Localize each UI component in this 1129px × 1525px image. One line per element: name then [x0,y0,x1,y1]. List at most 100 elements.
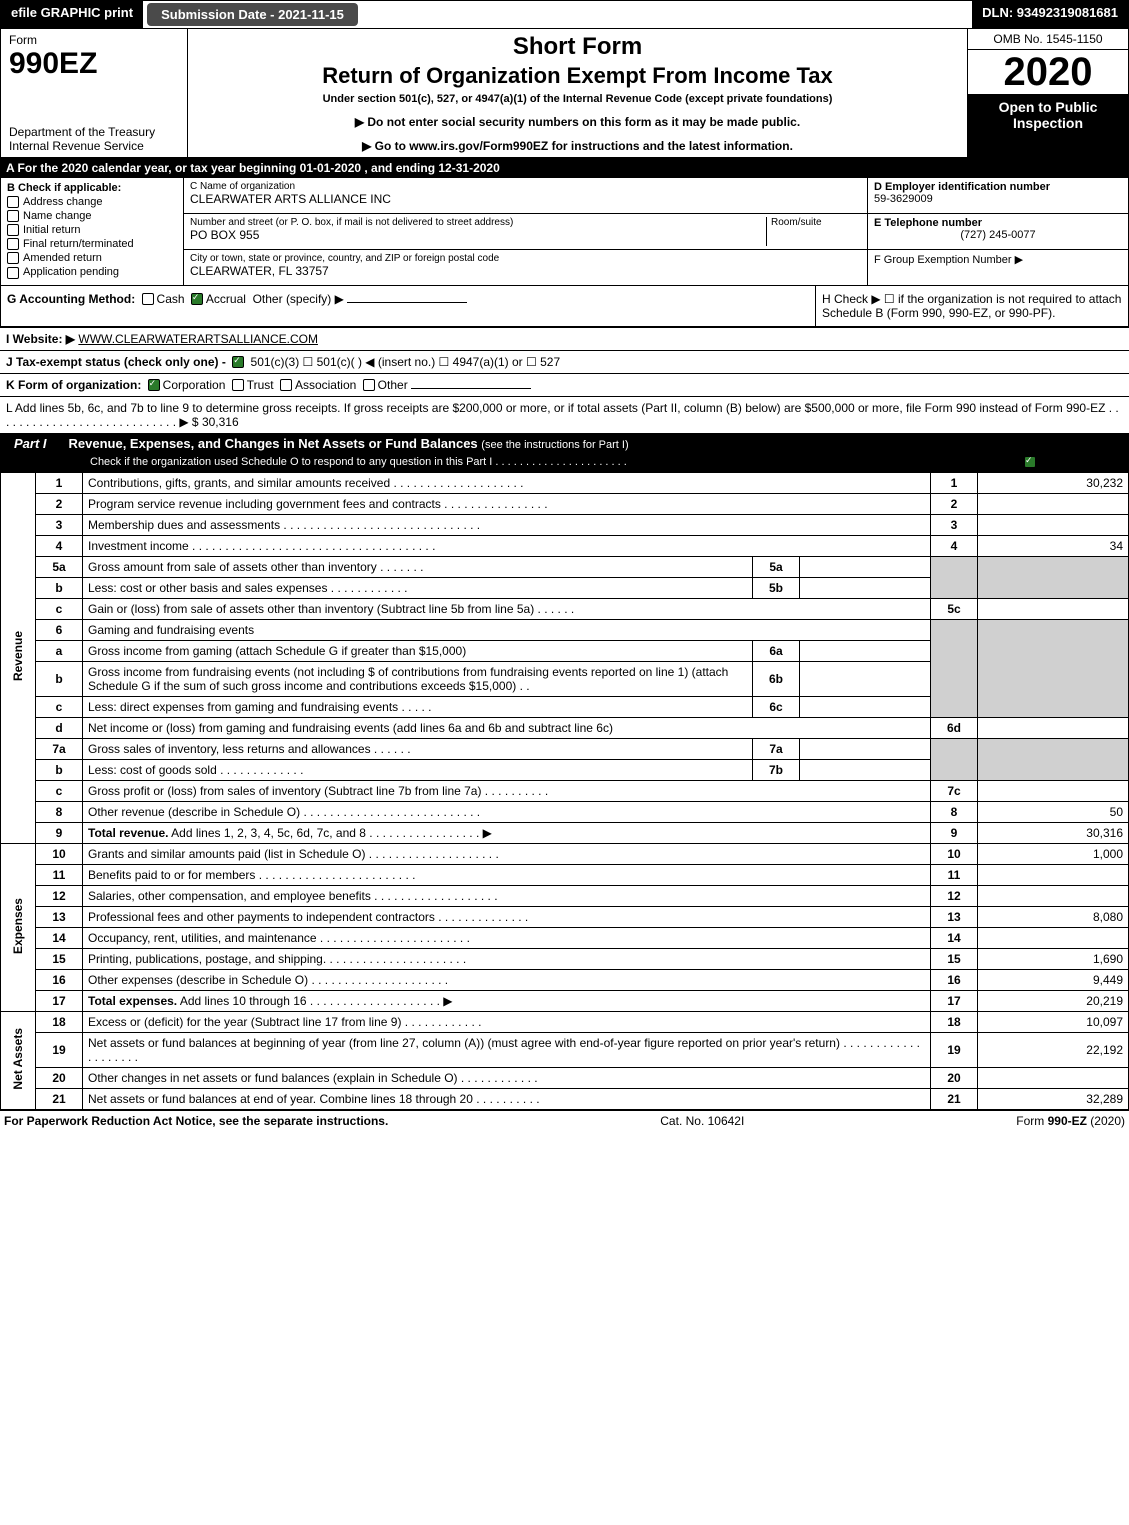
line-5a: 5a Gross amount from sale of assets othe… [1,556,1129,577]
line-8: 8 Other revenue (describe in Schedule O)… [1,801,1129,822]
chk-accrual[interactable] [191,293,203,305]
line-19: 19 Net assets or fund balances at beginn… [1,1032,1129,1067]
group-exemption-label: F Group Exemption Number ▶ [874,253,1122,266]
org-addr-row: Number and street (or P. O. box, if mail… [184,214,867,250]
efile-link[interactable]: efile GRAPHIC print [1,1,143,28]
section-c: C Name of organization CLEARWATER ARTS A… [184,178,868,285]
org-city-label: City or town, state or province, country… [190,253,861,264]
part1-label: Part I [0,433,61,454]
line-2: 2 Program service revenue including gove… [1,493,1129,514]
org-city-value: CLEARWATER, FL 33757 [190,264,861,278]
line-18: Net Assets 18 Excess or (deficit) for th… [1,1011,1129,1032]
l-text: L Add lines 5b, 6c, and 7b to line 9 to … [6,401,1119,429]
section-b: B Check if applicable: Address change Na… [1,178,184,285]
chk-application-pending[interactable]: Application pending [7,266,177,278]
row-a-tax-year: A For the 2020 calendar year, or tax yea… [0,158,1129,178]
section-l: L Add lines 5b, 6c, and 7b to line 9 to … [0,396,1129,433]
page-footer: For Paperwork Reduction Act Notice, see … [0,1110,1129,1131]
k-label: K Form of organization: [6,378,141,392]
dln: DLN: 93492319081681 [972,1,1128,28]
chk-name-change[interactable]: Name change [7,210,177,222]
title-return: Return of Organization Exempt From Incom… [196,63,959,89]
line-4: 4 Investment income . . . . . . . . . . … [1,535,1129,556]
cat-no: Cat. No. 10642I [388,1114,1016,1128]
instructions-link-line: ▶ Go to www.irs.gov/Form990EZ for instru… [196,139,959,153]
ein-label: D Employer identification number [874,181,1122,193]
header-right: OMB No. 1545-1150 2020 Open to Public In… [968,29,1128,157]
amt-4: 34 [978,535,1129,556]
org-city-row: City or town, state or province, country… [184,250,867,285]
part1-header: Part I Revenue, Expenses, and Changes in… [0,433,1129,454]
amt-17: 20,219 [978,990,1129,1011]
amt-3 [978,514,1129,535]
section-h: H Check ▶ ☐ if the organization is not r… [815,286,1128,326]
top-bar: efile GRAPHIC print Submission Date - 20… [0,0,1129,29]
org-name-row: C Name of organization CLEARWATER ARTS A… [184,178,867,214]
line-7c: c Gross profit or (loss) from sales of i… [1,780,1129,801]
website-label: I Website: ▶ [6,332,75,346]
line-3: 3 Membership dues and assessments . . . … [1,514,1129,535]
side-revenue: Revenue [1,472,36,843]
line-10: Expenses 10 Grants and similar amounts p… [1,843,1129,864]
open-public-inspection: Open to Public Inspection [968,95,1128,157]
section-b-heading: B Check if applicable: [7,182,177,194]
amt-9: 30,316 [978,822,1129,843]
website-value[interactable]: WWW.CLEARWATERARTSALLIANCE.COM [78,332,318,346]
section-gh: G Accounting Method: Cash Accrual Other … [0,286,1129,327]
line-5c: c Gain or (loss) from sale of assets oth… [1,598,1129,619]
amt-6d [978,717,1129,738]
org-addr-label: Number and street (or P. O. box, if mail… [190,217,766,228]
chk-association[interactable] [280,379,292,391]
tel-row: E Telephone number (727) 245-0077 [868,214,1128,250]
header-left: Form 990EZ Department of the Treasury In… [1,29,188,157]
section-g: G Accounting Method: Cash Accrual Other … [1,286,815,326]
form-number: 990EZ [9,47,179,81]
section-j: J Tax-exempt status (check only one) - 5… [0,350,1129,373]
amt-19: 22,192 [978,1032,1129,1067]
section-k: K Form of organization: Corporation Trus… [0,373,1129,396]
inst-pre: ▶ Go to [362,139,409,153]
chk-trust[interactable] [232,379,244,391]
amt-12 [978,885,1129,906]
side-expenses: Expenses [1,843,36,1011]
chk-other[interactable] [363,379,375,391]
spacer [362,1,972,28]
amt-7c [978,780,1129,801]
org-addr-value: PO BOX 955 [190,228,766,242]
g-label: G Accounting Method: [7,292,135,306]
submission-date: Submission Date - 2021-11-15 [147,3,358,26]
irs-link[interactable]: www.irs.gov/Form990EZ [409,139,548,153]
line-6d: d Net income or (loss) from gaming and f… [1,717,1129,738]
amt-13: 8,080 [978,906,1129,927]
chk-corporation[interactable] [148,379,160,391]
line-11: 11 Benefits paid to or for members . . .… [1,864,1129,885]
form-ref: Form 990-EZ (2020) [1016,1114,1125,1128]
omb-number: OMB No. 1545-1150 [968,29,1128,50]
room-label: Room/suite [771,217,861,228]
title-short-form: Short Form [196,33,959,61]
tel-value: (727) 245-0077 [874,229,1122,241]
line-12: 12 Salaries, other compensation, and emp… [1,885,1129,906]
j-label: J Tax-exempt status (check only one) - [6,355,226,369]
paperwork-notice: For Paperwork Reduction Act Notice, see … [4,1114,388,1128]
chk-initial-return[interactable]: Initial return [7,224,177,236]
chk-cash[interactable] [142,293,154,305]
amt-21: 32,289 [978,1088,1129,1109]
chk-final-return[interactable]: Final return/terminated [7,238,177,250]
j-opts: 501(c)(3) ☐ 501(c)( ) ◀ (insert no.) ☐ 4… [251,355,561,369]
line-13: 13 Professional fees and other payments … [1,906,1129,927]
amt-15: 1,690 [978,948,1129,969]
tel-label: E Telephone number [874,217,1122,229]
group-exemption-row: F Group Exemption Number ▶ [868,250,1128,285]
org-name-label: C Name of organization [190,181,861,192]
line-14: 14 Occupancy, rent, utilities, and maint… [1,927,1129,948]
chk-amended-return[interactable]: Amended return [7,252,177,264]
part1-table: Revenue 1 Contributions, gifts, grants, … [0,472,1129,1110]
line-6: 6 Gaming and fundraising events [1,619,1129,640]
form-header: Form 990EZ Department of the Treasury In… [0,29,1129,158]
chk-schedule-o[interactable] [1024,456,1036,468]
chk-address-change[interactable]: Address change [7,196,177,208]
line-21: 21 Net assets or fund balances at end of… [1,1088,1129,1109]
line-1: Revenue 1 Contributions, gifts, grants, … [1,472,1129,493]
chk-501c3[interactable] [232,356,244,368]
